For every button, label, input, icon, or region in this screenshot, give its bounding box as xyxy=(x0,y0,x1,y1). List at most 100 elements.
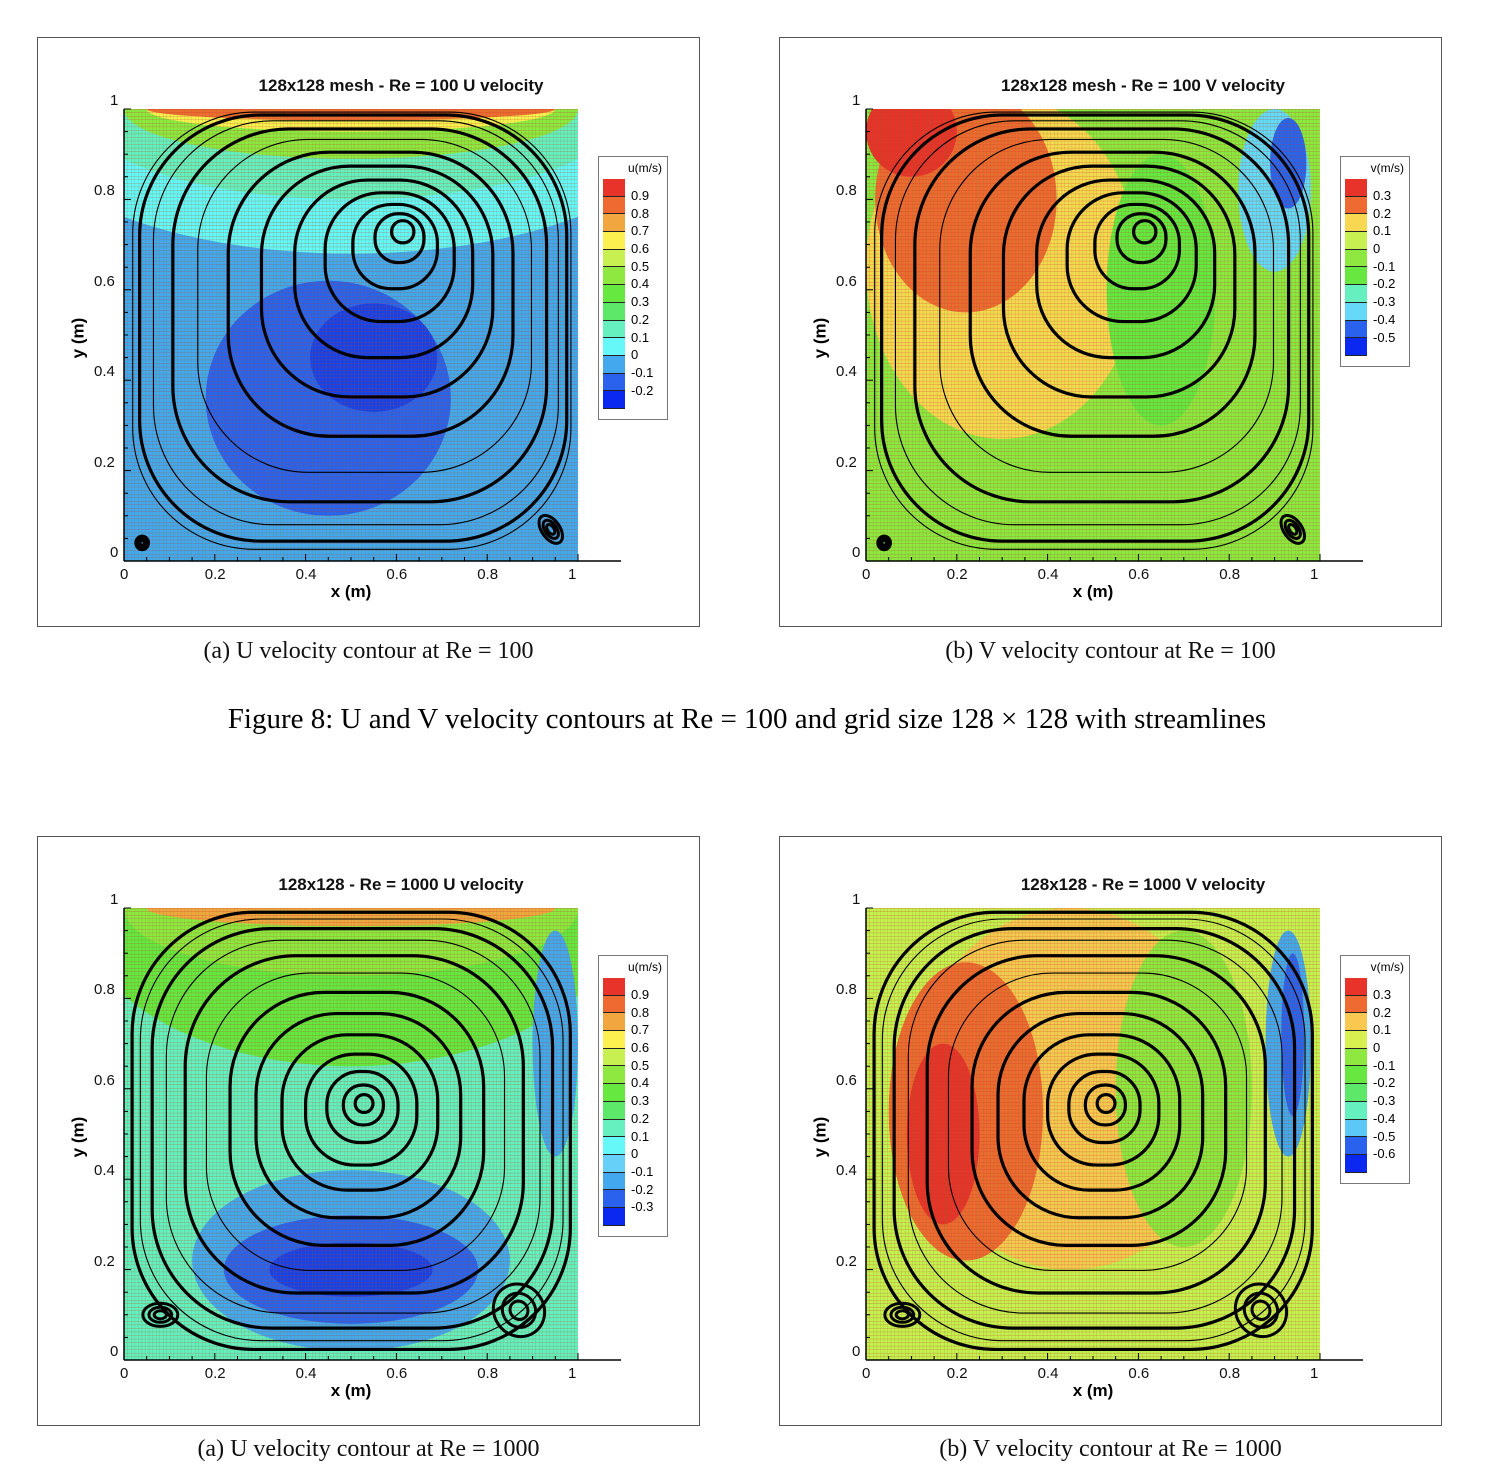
legend-row: -0.1 xyxy=(599,355,667,380)
y-tick-label: 0.6 xyxy=(94,272,115,290)
legend-row: -0.2 xyxy=(599,1172,667,1197)
legend-row: 0.8 xyxy=(599,196,667,221)
x-axis-label: x (m) xyxy=(1072,582,1114,601)
x-tick-label: 1 xyxy=(1310,1365,1319,1382)
x-tick-label: 1 xyxy=(1310,566,1319,583)
x-tick-label: 0.8 xyxy=(1219,1365,1241,1382)
x-tick-label: 0.8 xyxy=(477,566,499,583)
legend-level-label: -0.3 xyxy=(1373,294,1396,310)
y-tick-label: 1 xyxy=(852,891,861,908)
streamline xyxy=(874,111,1314,550)
legend-level-label: 0.8 xyxy=(631,205,650,221)
subfigure-caption: (b) V velocity contour at Re = 100 xyxy=(945,638,1276,664)
streamline xyxy=(1067,1069,1142,1145)
secondary-vortex-streamline xyxy=(508,1299,530,1321)
y-tick-label: 0.8 xyxy=(94,981,115,999)
legend-level-label: 0.3 xyxy=(1373,188,1392,203)
legend-level-label: 0.1 xyxy=(631,1128,650,1144)
streamline xyxy=(304,1052,419,1167)
legend-swatch xyxy=(1345,1066,1367,1085)
secondary-vortex-streamline xyxy=(500,1291,538,1329)
chart-title: 128x128 - Re = 1000 V velocity xyxy=(1020,875,1266,894)
legend-row: 0.2 xyxy=(1341,995,1409,1020)
streamline xyxy=(880,113,1311,543)
legend-swatch xyxy=(603,995,625,1014)
legend-row: 0.6 xyxy=(599,1031,667,1055)
legend-row: 0.7 xyxy=(599,214,667,238)
legend-row: -0.5 xyxy=(1341,320,1409,345)
y-tick-label: 0.6 xyxy=(94,1071,115,1089)
y-tick-label: 0.4 xyxy=(836,363,857,381)
streamline xyxy=(353,1093,375,1114)
legend-row: 0.9 xyxy=(599,179,667,203)
legend-row: 0 xyxy=(599,338,667,362)
legend-row: -0.4 xyxy=(1341,1101,1409,1126)
legend-swatch xyxy=(603,1084,625,1102)
x-tick-label: 0.6 xyxy=(386,566,408,583)
contour-field xyxy=(124,109,578,561)
streamline xyxy=(150,927,555,1330)
y-tick-label: 0.2 xyxy=(836,1252,857,1270)
y-tick-label: 1 xyxy=(110,92,119,109)
y-axis-label: y (m) xyxy=(810,1116,830,1158)
streamline xyxy=(1065,191,1198,324)
legend-row: 0.4 xyxy=(599,267,667,291)
y-tick-label: 0.4 xyxy=(94,1162,115,1180)
y-tick-label: 0 xyxy=(852,544,861,561)
x-tick-label: 0.6 xyxy=(1128,566,1150,583)
legend-swatch xyxy=(603,1031,625,1049)
legend-row: 0.3 xyxy=(599,285,667,309)
streamline xyxy=(226,150,515,438)
legend-swatch xyxy=(603,1013,625,1032)
contour-plot-3: 128x128 - Re = 1000 U velocity x (m) y (m)… xyxy=(37,836,700,1426)
legend-swatch xyxy=(603,267,625,286)
legend-row: 0.4 xyxy=(599,1066,667,1090)
legend-level-label: 0.6 xyxy=(631,241,650,257)
plot-canvas xyxy=(123,108,621,562)
legend-level-label: 0.6 xyxy=(631,1040,650,1056)
legend-level-label: 0.1 xyxy=(631,329,650,345)
legend-level-label: -0.3 xyxy=(631,1199,654,1215)
legend-swatch xyxy=(1345,320,1367,339)
legend-row xyxy=(599,1207,667,1226)
legend-level-label: 0.2 xyxy=(1373,205,1392,221)
legend-level-label: -0.3 xyxy=(1373,1093,1396,1109)
secondary-vortex-streamline xyxy=(138,539,146,547)
legend-row xyxy=(1341,338,1409,356)
x-tick-label: 0 xyxy=(120,566,129,583)
subfigure-caption: (b) V velocity contour at Re = 1000 xyxy=(939,1436,1282,1462)
legend-swatch xyxy=(603,1048,625,1067)
y-tick-label: 0.4 xyxy=(836,1162,857,1180)
legend-row: 0.5 xyxy=(599,1048,667,1073)
legend-swatch xyxy=(1345,1031,1367,1049)
x-tick-label: 0.6 xyxy=(1128,1365,1150,1382)
subfigure-caption: (a) U velocity contour at Re = 1000 xyxy=(197,1436,540,1462)
streamline xyxy=(325,1069,400,1145)
legend-row: -0.3 xyxy=(599,1190,667,1214)
mesh-grid xyxy=(866,908,1320,1360)
legend-level-label: 0 xyxy=(631,1146,639,1162)
streamline xyxy=(1132,219,1158,245)
legend-swatch xyxy=(603,1101,625,1120)
legend-swatch xyxy=(603,1137,625,1155)
streamline xyxy=(907,939,1283,1314)
legend-row: 0.5 xyxy=(599,249,667,274)
legend-level-label: 0.8 xyxy=(631,1004,650,1020)
legend-row xyxy=(1341,1154,1409,1173)
legend-level-label: -0.2 xyxy=(1373,1075,1396,1091)
chart-title: 128x128 mesh - Re = 100 U velocity xyxy=(258,76,544,95)
secondary-vortex-streamline xyxy=(1279,513,1306,545)
y-tick-label: 0.2 xyxy=(94,453,115,471)
x-tick-label: 0.8 xyxy=(477,1365,499,1382)
streamline xyxy=(1001,164,1237,399)
legend-swatch xyxy=(603,232,625,250)
color-legend: v(m/s) 0.3 0.2 0.1 0 -0.1 -0.2 -0.3 -0.4 -0.5 -0.6 xyxy=(1340,955,1410,1184)
legend-swatch xyxy=(1345,1048,1367,1067)
legend-row: -0.5 xyxy=(1341,1119,1409,1144)
streamline xyxy=(351,202,439,291)
legend-swatch xyxy=(603,1190,625,1208)
contour-plot-4: 128x128 - Re = 1000 V velocity x (m) y (m)… xyxy=(779,836,1442,1426)
streamline xyxy=(132,111,572,550)
legend-level-label: 0.7 xyxy=(631,1022,650,1038)
legend-swatch xyxy=(1345,214,1367,233)
